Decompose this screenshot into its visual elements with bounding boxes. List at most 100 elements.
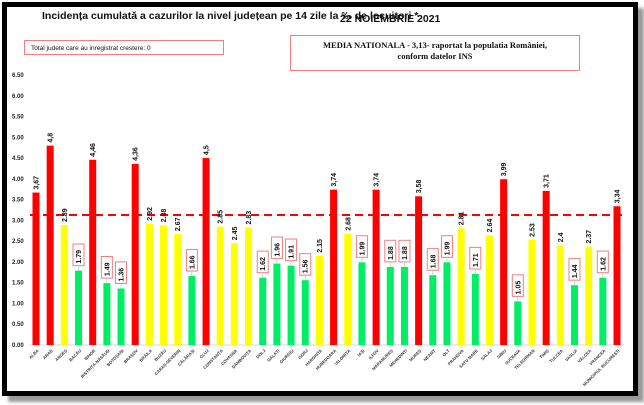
- value-label: 1.99: [440, 235, 453, 263]
- bar: [60, 224, 68, 345]
- bar: [117, 288, 125, 345]
- value-label-text: 1.62: [600, 257, 607, 271]
- chart-date: 22 NOIEMBRIE 2021: [340, 13, 441, 25]
- value-label: 2.85: [218, 210, 225, 224]
- value-label-text: 2.68: [345, 217, 352, 231]
- y-tick-label: 0.00: [12, 343, 24, 349]
- bar: [301, 280, 309, 345]
- y-tick-label: 6.00: [12, 94, 24, 100]
- bar: [46, 145, 54, 345]
- value-label: 1.66: [185, 248, 198, 277]
- x-tick-label: SIBIU: [496, 348, 507, 359]
- increase-count-box: Total judete care au inregistrat crester…: [24, 40, 224, 55]
- bar: [330, 189, 338, 345]
- value-label-text: 3,58: [416, 180, 423, 194]
- value-label-text: 2.88: [161, 209, 168, 223]
- value-label: 2.53: [529, 223, 536, 237]
- x-tick-label: ARGEȘ: [54, 348, 68, 362]
- value-label-text: 2.81: [459, 212, 466, 226]
- y-tick-label: 1.50: [12, 281, 24, 287]
- value-label: 3,58: [416, 180, 423, 194]
- value-label-text: 1.99: [359, 242, 366, 256]
- value-label-text: 1.96: [274, 243, 281, 257]
- value-label: 1.79: [72, 243, 85, 271]
- value-label-text: 3,74: [374, 173, 381, 187]
- value-label-text: 2.4: [558, 232, 565, 242]
- y-tick-label: 0.50: [12, 322, 24, 328]
- bar: [471, 273, 479, 345]
- bar: [259, 277, 267, 345]
- y-tick-label: 1.00: [12, 301, 24, 307]
- value-label-text: 2.92: [147, 207, 154, 221]
- bar: [599, 277, 607, 345]
- x-tick-label: DOLJ: [255, 348, 267, 360]
- x-tick-label: GORJ: [297, 348, 309, 360]
- value-label: 4,5: [204, 145, 211, 155]
- value-label-text: 4,36: [133, 147, 140, 161]
- value-label: 1.62: [596, 250, 609, 278]
- x-tick-label: OLT: [441, 348, 451, 358]
- value-label-text: 1.49: [104, 262, 111, 276]
- value-label: 1.99: [355, 235, 368, 263]
- bar: [528, 239, 536, 345]
- value-label-text: 1.56: [303, 259, 310, 273]
- bar: [570, 285, 578, 345]
- value-label-text: 1.66: [189, 255, 196, 269]
- value-label-text: 2.45: [232, 226, 239, 240]
- bar: [287, 265, 295, 345]
- value-label-text: 4,8: [48, 133, 55, 143]
- value-label: 2.45: [232, 226, 239, 240]
- value-label-text: 1.91: [289, 245, 296, 259]
- x-tick-label: CLUJ: [198, 348, 210, 360]
- x-tick-label: SĂLAJ: [480, 348, 494, 362]
- y-tick-label: 5.50: [12, 115, 24, 121]
- value-label: 2.89: [62, 208, 69, 222]
- bar: [145, 223, 153, 345]
- x-tick-label: TULCEA: [548, 348, 564, 364]
- bar: [556, 245, 564, 345]
- y-tick-label: 5.00: [12, 135, 24, 141]
- x-tick-label: BACĂU: [68, 348, 82, 362]
- bar: [585, 246, 593, 345]
- national-average-box: MEDIA NATIONALA - 3,13- raportat la popu…: [290, 35, 580, 71]
- value-label-text: 1.71: [473, 253, 480, 267]
- bar: [160, 225, 168, 345]
- bar: [344, 233, 352, 345]
- bar: [415, 196, 423, 345]
- value-label: 1.71: [469, 246, 482, 274]
- value-label: 1.96: [270, 236, 283, 264]
- x-tick-label: ARAD: [42, 348, 54, 360]
- value-label-text: 2.67: [175, 217, 182, 231]
- value-label-text: 4,5: [204, 145, 211, 155]
- bars: [32, 145, 621, 345]
- value-label-text: 2.83: [246, 211, 253, 225]
- value-label-text: 1.88: [388, 246, 395, 260]
- value-label-text: 2.15: [317, 239, 324, 253]
- value-label-text: 3,99: [501, 163, 508, 177]
- bar: [131, 163, 139, 345]
- value-label-text: 1.05: [515, 281, 522, 295]
- bar: [429, 275, 437, 345]
- value-label-text: 1.62: [260, 257, 267, 271]
- bar: [174, 234, 182, 345]
- value-label-text: 1.88: [402, 246, 409, 260]
- x-tick-label: ALBA: [28, 348, 40, 360]
- value-label: 1.68: [426, 248, 439, 276]
- y-tick-label: 3.50: [12, 198, 24, 204]
- value-label: 2.68: [345, 217, 352, 231]
- bar: [188, 276, 196, 345]
- x-axis-labels: ALBA ARAD ARGEȘ BACĂU BIHORBISTRIȚA-NĂSĂUDBO…: [28, 348, 621, 387]
- bar: [75, 270, 83, 345]
- national-average-line1: MEDIA NATIONALA - 3,13- raportat la popu…: [323, 40, 547, 50]
- value-label: 1.49: [100, 256, 113, 284]
- value-label-text: 2.64: [487, 219, 494, 233]
- bar: [202, 158, 210, 345]
- bar: [358, 262, 366, 345]
- y-tick-label: 2.00: [12, 260, 24, 266]
- value-label-text: 4,46: [90, 143, 97, 157]
- value-label: 2.64: [487, 219, 494, 233]
- y-axis: 0.00 0.50 1.00 1.50 2.00 2.50 3.00 3.50 4.00 4.50…: [12, 73, 624, 349]
- bar: [103, 283, 111, 345]
- value-label: 1.62: [256, 250, 269, 278]
